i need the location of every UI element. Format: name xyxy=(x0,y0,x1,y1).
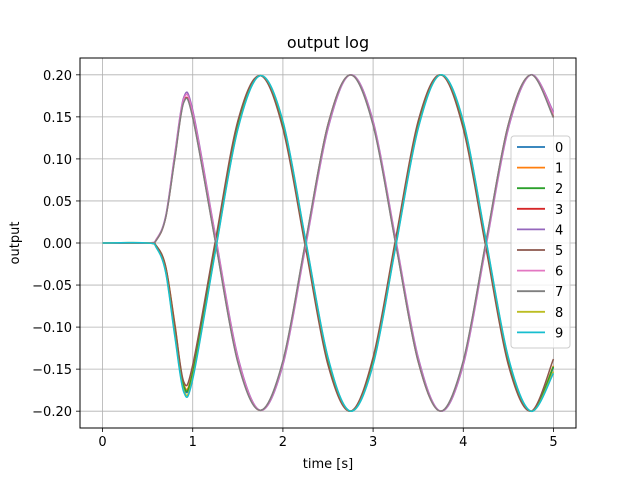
y-axis-label: output xyxy=(8,222,23,265)
legend-label-0: 0 xyxy=(555,141,563,156)
y-tick-label: −0.05 xyxy=(32,279,72,294)
legend-label-4: 4 xyxy=(555,223,563,238)
legend-label-8: 8 xyxy=(555,306,563,321)
x-axis-label: time [s] xyxy=(303,457,353,472)
legend-label-7: 7 xyxy=(555,285,563,300)
series-line-5 xyxy=(102,74,555,412)
series-line-9 xyxy=(102,74,555,412)
series-line-7 xyxy=(102,74,555,412)
legend-label-2: 2 xyxy=(555,182,563,197)
y-tick-label: 0.15 xyxy=(43,111,72,126)
y-tick-label: 0.00 xyxy=(43,237,72,252)
legend-label-9: 9 xyxy=(555,326,563,341)
legend-label-5: 5 xyxy=(555,244,563,259)
x-tick-label: 3 xyxy=(369,435,377,450)
legend-label-3: 3 xyxy=(555,203,563,218)
axis-ticks: 0 1 2 3 4 5 −0.20 −0.15 −0.10 −0.05 0.00 0.05 0.10 0.… xyxy=(32,69,557,450)
y-tick-label: −0.10 xyxy=(32,321,72,336)
legend-label-6: 6 xyxy=(555,265,563,280)
legend: 0 1 2 3 4 5 6 7 8 9 xyxy=(510,135,571,349)
x-tick-label: 0 xyxy=(98,435,106,450)
x-tick-label: 1 xyxy=(189,435,197,450)
y-tick-label: 0.20 xyxy=(43,69,72,84)
y-tick-label: −0.20 xyxy=(32,405,72,420)
x-tick-label: 2 xyxy=(279,435,287,450)
legend-label-1: 1 xyxy=(555,162,563,177)
y-tick-label: −0.15 xyxy=(32,363,72,378)
x-tick-label: 5 xyxy=(549,435,557,450)
chart-title: output log xyxy=(287,33,369,52)
x-tick-label: 4 xyxy=(459,435,467,450)
y-tick-label: 0.10 xyxy=(43,153,72,168)
series-lines xyxy=(102,74,555,412)
y-tick-label: 0.05 xyxy=(43,195,72,210)
